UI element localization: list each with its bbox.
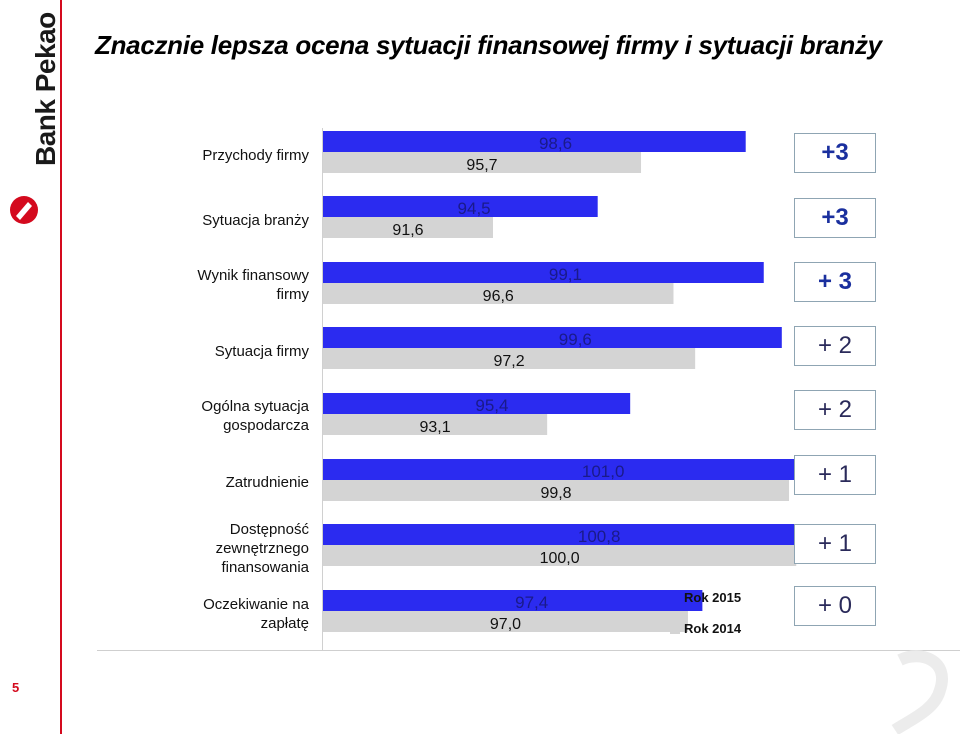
- bar-label-2015: 94,5: [458, 199, 491, 218]
- category-label: Sytuacja branży: [202, 212, 309, 229]
- bar-2015: [323, 196, 598, 217]
- legend-swatch: [670, 623, 680, 634]
- legend-label: Rok 2015: [684, 590, 742, 605]
- bar-2015: [323, 262, 764, 283]
- pekao-emblem-icon: [10, 196, 38, 224]
- category-label: Przychody firmy: [202, 147, 309, 164]
- category-label: Ogólna sytuacja gospodarcza: [201, 398, 309, 434]
- bar-2015: [323, 524, 826, 545]
- bar-label-2014: 95,7: [466, 157, 497, 174]
- bar-2014: [323, 545, 797, 566]
- difference-box: + 3: [794, 262, 876, 302]
- category-label: Wynik finansowy firmy: [197, 267, 309, 303]
- bar-2015: [323, 393, 631, 414]
- bar-2014: [323, 217, 493, 238]
- bar-label-2015: 100,8: [578, 527, 621, 546]
- difference-box: + 0: [794, 586, 876, 626]
- legend-item-2015: Rok 2015: [670, 590, 741, 605]
- bar-label-2014: 97,2: [494, 353, 525, 370]
- difference-box: +3: [794, 133, 876, 173]
- bar-label-2014: 91,6: [392, 222, 423, 239]
- bar-2015: [323, 459, 833, 480]
- bar-label-2015: 99,6: [559, 330, 592, 349]
- category-label: Dostępność zewnętrznego finansowania: [215, 521, 309, 576]
- bar-2015: [323, 590, 703, 611]
- legend-label: Rok 2014: [684, 621, 742, 636]
- legend-swatch: [670, 592, 680, 603]
- difference-box: + 2: [794, 326, 876, 366]
- legend-item-2014: Rok 2014: [670, 621, 741, 636]
- bank-pekao-logo: [6, 34, 42, 230]
- bar-2014: [323, 611, 688, 632]
- difference-box: + 1: [794, 524, 876, 564]
- page-title: Znacznie lepsza ocena sytuacji finansowe…: [95, 30, 882, 60]
- bar-label-2015: 97,4: [515, 593, 548, 612]
- bar-2014: [323, 152, 642, 173]
- bar-label-2014: 97,0: [490, 616, 521, 633]
- difference-box: + 1: [794, 455, 876, 495]
- category-label: Oczekiwanie na zapłatę: [203, 596, 309, 632]
- page-number: 5: [12, 680, 20, 695]
- left-red-rule: [60, 0, 62, 734]
- chart-axis: [322, 128, 323, 650]
- bar-label-2014: 93,1: [420, 419, 451, 436]
- bar-label-2015: 98,6: [539, 134, 572, 153]
- difference-box: +3: [794, 198, 876, 238]
- watermark-logo: [891, 650, 948, 734]
- bar-label-2014: 96,6: [483, 288, 514, 305]
- bar-2015: [323, 327, 782, 348]
- bar-2014: [323, 480, 790, 501]
- bar-2014: [323, 283, 674, 304]
- bar-2015: [323, 131, 746, 152]
- bar-label-2014: 99,8: [540, 485, 571, 502]
- bottom-divider: [97, 650, 960, 651]
- category-label: Zatrudnienie: [225, 474, 309, 491]
- bar-label-2015: 95,4: [475, 396, 508, 415]
- difference-box: + 2: [794, 390, 876, 430]
- bar-label-2015: 101,0: [582, 462, 625, 481]
- bar-2014: [323, 348, 696, 369]
- category-label: Sytuacja firmy: [214, 343, 309, 360]
- bar-label-2015: 99,1: [549, 265, 582, 284]
- bar-2014: [323, 414, 548, 435]
- bar-label-2014: 100,0: [540, 550, 580, 567]
